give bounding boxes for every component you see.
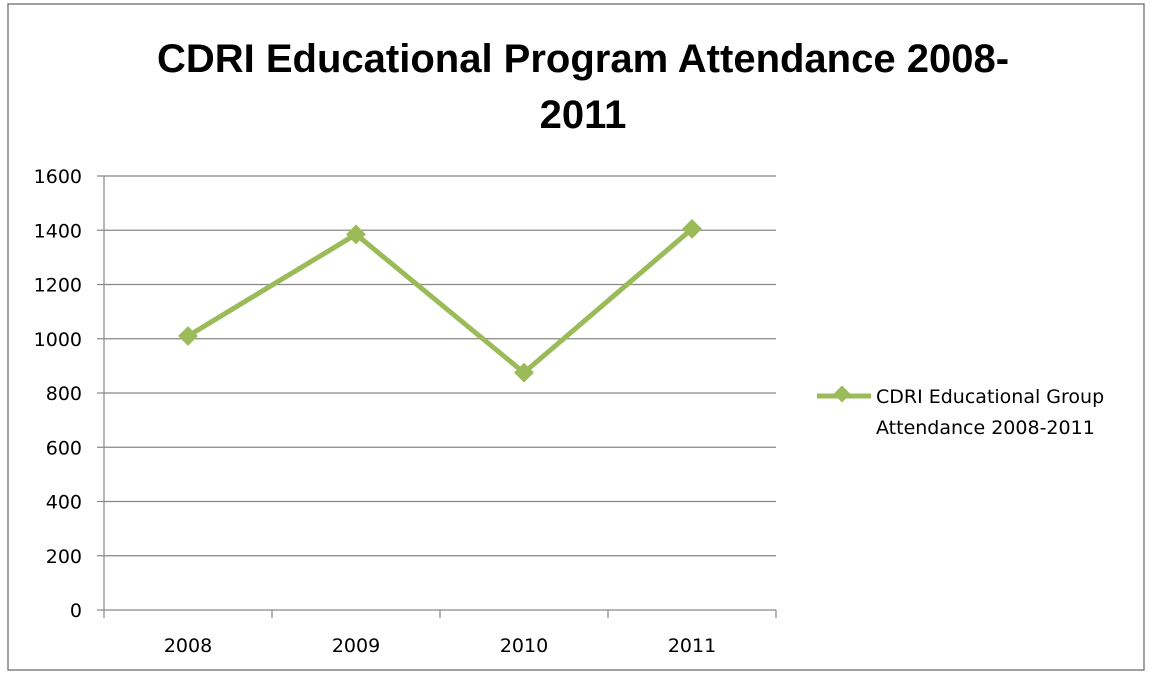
- axes: [97, 175, 777, 618]
- y-tick-label: 1600: [34, 166, 82, 188]
- data-point-marker: [178, 326, 198, 346]
- series-line: [186, 226, 694, 376]
- y-tick-label: 600: [46, 437, 82, 459]
- y-tick-label: 800: [46, 383, 82, 405]
- gridlines: [104, 175, 776, 557]
- legend-label-line-2: Attendance 2008-2011: [876, 417, 1095, 439]
- chart-border: [7, 3, 1145, 671]
- y-tick-label: 1200: [34, 275, 82, 297]
- chart-title-line-2: 2011: [540, 93, 627, 137]
- data-point-marker: [514, 362, 534, 383]
- y-tick-label: 400: [46, 492, 82, 514]
- data-point-marker: [346, 224, 366, 245]
- legend-marker-icon: [833, 385, 851, 403]
- y-tick-label: 1400: [34, 220, 82, 242]
- series-group: [178, 218, 702, 383]
- x-tick-label: 2008: [164, 635, 212, 657]
- y-tick-labels: 0 200 400 600 800 1000 1200 1400 1600: [34, 166, 82, 622]
- y-tick-label: 200: [46, 546, 82, 568]
- x-tick-label: 2009: [332, 635, 380, 657]
- y-tick-label: 0: [70, 600, 82, 622]
- x-tick-label: 2011: [668, 635, 716, 657]
- x-tick-label: 2010: [500, 635, 548, 657]
- legend: CDRI Educational Group Attendance 2008-2…: [817, 385, 1104, 439]
- legend-label-line-1: CDRI Educational Group: [876, 386, 1104, 408]
- chart-title-line-1: CDRI Educational Program Attendance 2008…: [157, 37, 1009, 81]
- y-tick-label: 1000: [34, 329, 82, 351]
- x-tick-labels: 2008 2009 2010 2011: [164, 635, 716, 657]
